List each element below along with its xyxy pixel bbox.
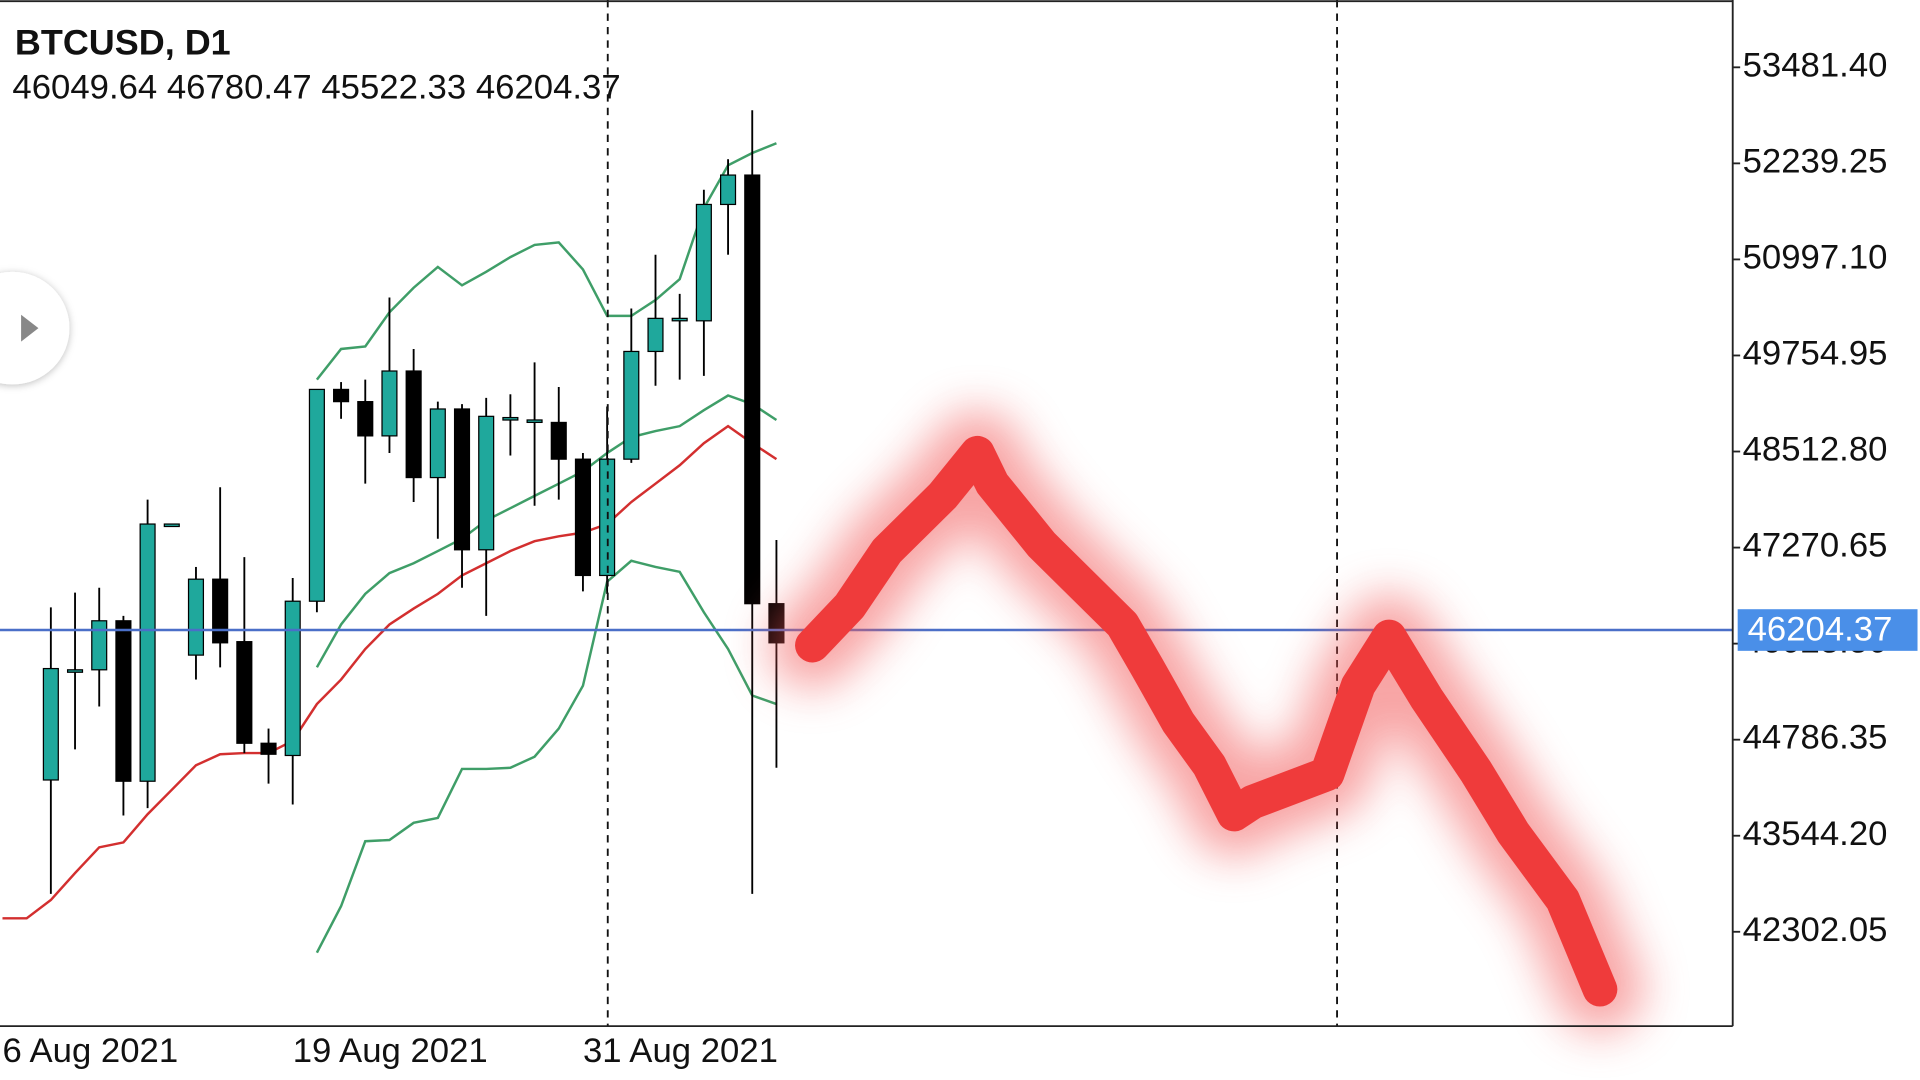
candle-body <box>308 388 325 602</box>
last-price-label: 46204.37 <box>1748 610 1893 648</box>
candle-body <box>671 317 688 322</box>
candle-body <box>574 458 592 577</box>
candle-body <box>478 415 495 551</box>
indicator-line <box>315 559 777 954</box>
candle-body <box>405 370 422 479</box>
candle-body <box>647 317 664 353</box>
y-tick-label: 49754.95 <box>1743 335 1888 373</box>
candle-body <box>357 401 374 437</box>
drawn-trend-stroke <box>768 410 1644 1033</box>
candle-body <box>429 408 446 479</box>
side-panel-button[interactable] <box>0 271 70 385</box>
y-tick-label: 52239.25 <box>1743 143 1888 181</box>
candle-body <box>333 388 350 403</box>
y-tick-label: 53481.40 <box>1743 47 1888 85</box>
arrow-icon <box>21 314 39 342</box>
candle-body <box>453 408 471 551</box>
ohlc-close: 46204.37 <box>476 69 621 107</box>
ohlc-open: 46049.64 <box>12 69 157 107</box>
ohlc-high: 46780.47 <box>167 69 312 107</box>
candle-body <box>550 421 567 460</box>
chart-title: BTCUSD, D1 <box>15 23 231 63</box>
candle-body <box>502 416 519 421</box>
y-tick-label: 43544.20 <box>1743 815 1888 853</box>
candle-body <box>66 669 84 673</box>
last-price-box <box>1737 609 1918 651</box>
ohlc-low: 45522.33 <box>321 69 466 107</box>
x-tick-label: 6 Aug 2021 <box>2 1032 178 1070</box>
candle-body <box>623 350 640 460</box>
candle-body <box>526 419 543 424</box>
candle-body <box>115 620 132 782</box>
candle-body <box>91 620 108 671</box>
stroke <box>795 435 1618 1007</box>
y-tick-label: 48512.80 <box>1743 431 1888 469</box>
x-tick-label: 31 Aug 2021 <box>583 1032 778 1070</box>
indicator-line <box>2 424 778 920</box>
y-tick-label: 50997.10 <box>1743 239 1888 277</box>
candle-body <box>163 523 180 528</box>
candle-body <box>284 600 301 757</box>
candle-body <box>42 667 59 781</box>
candle-body <box>236 641 253 744</box>
candle-body <box>139 523 156 782</box>
y-axis: 53481.40 52239.25 50997.10 49754.95 48512.80… <box>2 47 1918 1070</box>
candle-body <box>381 370 398 437</box>
candle-body <box>695 203 712 322</box>
x-tick-label: 19 Aug 2021 <box>293 1032 488 1070</box>
candle-body <box>744 174 761 605</box>
y-tick-label: 47270.65 <box>1743 527 1888 565</box>
indicator-line <box>315 394 778 668</box>
candle-body <box>720 174 737 206</box>
ohlc-header: 46049.64 46780.47 45522.33 46204.37 <box>12 69 620 107</box>
y-tick-label: 44786.35 <box>1743 719 1888 757</box>
candle-body <box>212 578 229 644</box>
candle-body <box>260 742 277 755</box>
candle-body <box>187 578 205 656</box>
y-tick-label: 42302.05 <box>1743 911 1888 949</box>
